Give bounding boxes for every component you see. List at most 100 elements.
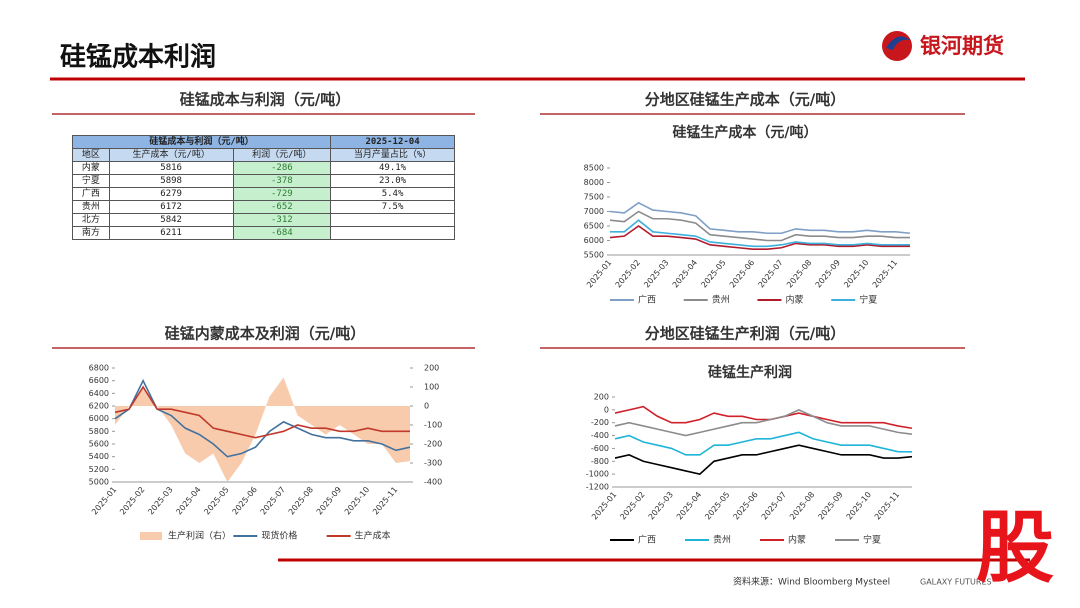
legend-label: 生产利润（右） bbox=[168, 530, 231, 542]
series-line bbox=[614, 431, 913, 456]
x-tick-label: 2025-03 bbox=[642, 258, 670, 289]
y-tick-label: 6600 bbox=[89, 376, 109, 385]
legend-label: 广西 bbox=[638, 534, 656, 546]
table-header: 硅锰成本与利润（元/吨） bbox=[71, 135, 332, 149]
legend-label: 广西 bbox=[638, 294, 656, 306]
table-cell: 23.0% bbox=[330, 174, 455, 188]
y-tick-label: 8000 bbox=[584, 178, 604, 187]
table-row: 贵州 6172 -652 7.5% bbox=[72, 200, 455, 214]
series-line bbox=[609, 210, 910, 242]
x-tick-label: 2025-06 bbox=[728, 258, 756, 289]
source: 资料来源：Wind Bloomberg Mysteel bbox=[733, 576, 890, 588]
chart-title: 硅锰生产成本（元/吨） bbox=[672, 124, 817, 141]
table-cell: 6211 bbox=[108, 226, 234, 240]
x-tick-label: 2025-09 bbox=[814, 258, 842, 289]
series-line bbox=[609, 225, 910, 250]
x-tick-label: 2025-10 bbox=[343, 485, 371, 516]
x-tick-label: 2025-03 bbox=[146, 485, 174, 516]
table-cell: -286 bbox=[232, 161, 332, 175]
x-tick-label: 2025-07 bbox=[756, 258, 784, 289]
y-tick-label: 6500 bbox=[584, 222, 604, 231]
column-header: 利润（元/吨） bbox=[232, 148, 332, 162]
table-cell: 内蒙 bbox=[72, 161, 110, 175]
table-row: 广西 6279 -729 5.4% bbox=[72, 187, 455, 201]
legend-label: 宁夏 bbox=[859, 294, 877, 306]
y2-tick-label: -200 bbox=[424, 440, 442, 449]
x-tick-label: 2025-04 bbox=[671, 258, 699, 289]
x-tick-label: 2025-01 bbox=[585, 258, 613, 289]
y-tick-label: 200 bbox=[594, 393, 609, 402]
x-tick-label: 2025-06 bbox=[231, 485, 259, 516]
y-tick-label: 6000 bbox=[89, 414, 109, 423]
y-tick-label: 5000 bbox=[89, 478, 109, 487]
table-row: 南方 6211 -684 bbox=[72, 226, 455, 240]
y2-tick-label: 200 bbox=[424, 364, 439, 373]
table-cell: 5898 bbox=[108, 174, 234, 188]
x-tick-label: 2025-10 bbox=[845, 490, 873, 521]
x-tick-label: 2025-07 bbox=[760, 490, 788, 521]
y2-tick-label: -400 bbox=[424, 478, 442, 487]
x-tick-label: 2025-02 bbox=[118, 485, 146, 516]
table-cell: 宁夏 bbox=[72, 174, 110, 188]
y-tick-label: 5800 bbox=[89, 427, 109, 436]
table-cell: -312 bbox=[232, 213, 332, 227]
x-tick-label: 2025-03 bbox=[647, 490, 675, 521]
series-line bbox=[114, 385, 410, 439]
table-cell: 7.5% bbox=[330, 200, 455, 214]
y-tick-label: 5500 bbox=[584, 251, 604, 260]
table-cell bbox=[330, 226, 455, 240]
y-tick-label: 0 bbox=[604, 405, 609, 414]
series-line bbox=[614, 444, 913, 476]
y-tick-label: -800 bbox=[591, 457, 609, 466]
column-header: 当月产量占比（%） bbox=[330, 148, 455, 162]
legend-label: 生产成本 bbox=[355, 530, 391, 542]
y-tick-label: 6400 bbox=[89, 389, 109, 398]
x-tick-label: 2025-04 bbox=[675, 490, 703, 521]
table-date: 2025-12-04 bbox=[330, 135, 455, 149]
column-header: 生产成本（元/吨） bbox=[108, 148, 234, 162]
x-tick-label: 2025-04 bbox=[174, 485, 202, 516]
x-tick-label: 2025-08 bbox=[785, 258, 813, 289]
table-row: 内蒙 5816 -286 49.1% bbox=[72, 161, 455, 175]
y-tick-label: 7500 bbox=[584, 193, 604, 202]
legend-label: 现货价格 bbox=[261, 530, 297, 542]
panel-title: 分地区硅锰生产成本（元/吨） bbox=[645, 91, 845, 109]
logo-swirl bbox=[886, 36, 910, 50]
legend-label: 内蒙 bbox=[786, 294, 804, 306]
panel-title: 分地区硅锰生产利润（元/吨） bbox=[645, 325, 845, 343]
y-tick-label: 6000 bbox=[584, 236, 604, 245]
y2-tick-label: -100 bbox=[424, 421, 442, 430]
series-line bbox=[610, 219, 910, 248]
legend-label: 贵州 bbox=[712, 294, 730, 306]
y2-tick-label: -300 bbox=[424, 459, 442, 468]
table-cell: -729 bbox=[232, 187, 332, 201]
x-tick-label: 2025-10 bbox=[842, 258, 870, 289]
legend-label: 内蒙 bbox=[788, 534, 806, 546]
legend-label: 宁夏 bbox=[863, 534, 881, 546]
series-line bbox=[114, 378, 411, 458]
table-cell: 北方 bbox=[72, 213, 110, 227]
table-cell: -684 bbox=[232, 226, 332, 240]
table-row: 北方 5842 -312 bbox=[72, 213, 455, 227]
table-cell: 5842 bbox=[108, 213, 234, 227]
x-tick-label: 2025-08 bbox=[788, 490, 816, 521]
x-tick-label: 2025-01 bbox=[590, 490, 618, 521]
chart-title: 硅锰生产利润 bbox=[708, 364, 792, 381]
y2-tick-label: 100 bbox=[424, 383, 439, 392]
x-tick-label: 2025-02 bbox=[618, 490, 646, 521]
y-tick-label: 6800 bbox=[89, 364, 109, 373]
x-tick-label: 2025-08 bbox=[287, 485, 315, 516]
brand: GALAXY FUTURES bbox=[920, 578, 992, 587]
y-tick-label: 5600 bbox=[89, 440, 109, 449]
panel-title: 硅锰内蒙成本及利润（元/吨） bbox=[165, 325, 365, 343]
column-header: 地区 bbox=[72, 148, 110, 162]
logo-text: 银河期货 bbox=[920, 34, 1004, 58]
table-cell: 南方 bbox=[72, 226, 110, 240]
y-tick-label: 7000 bbox=[584, 207, 604, 216]
watermark: 股 bbox=[976, 503, 1054, 593]
x-tick-label: 2025-11 bbox=[871, 258, 899, 289]
y-tick-label: -1200 bbox=[586, 483, 609, 492]
table-cell: -378 bbox=[232, 174, 332, 188]
y-tick-label: 6200 bbox=[89, 402, 109, 411]
